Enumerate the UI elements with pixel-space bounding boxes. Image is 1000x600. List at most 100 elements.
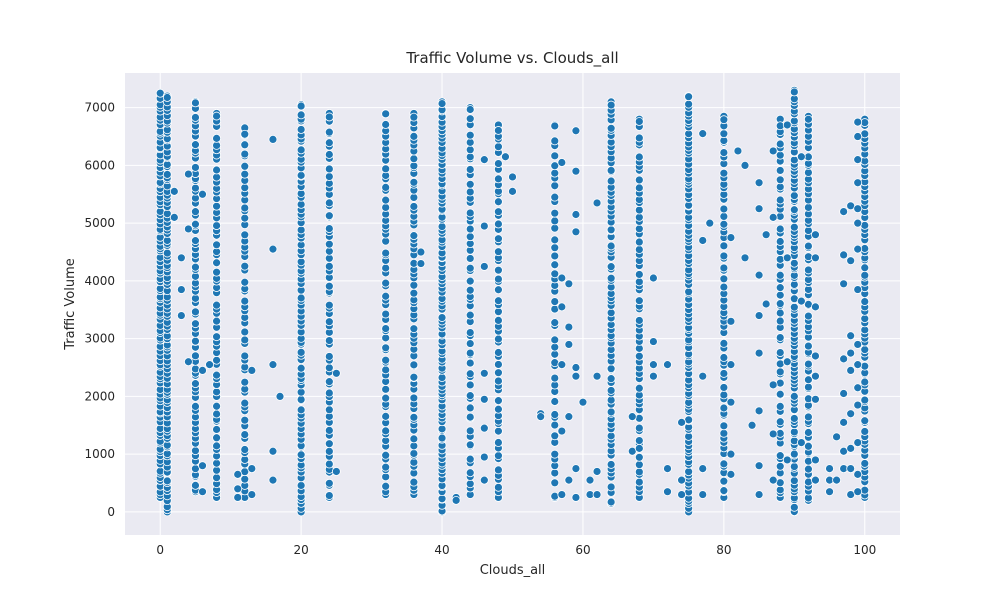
data-point xyxy=(268,446,278,456)
data-point xyxy=(860,270,870,280)
data-point xyxy=(212,316,221,326)
data-point xyxy=(557,490,567,499)
data-point xyxy=(860,377,870,387)
data-point xyxy=(804,428,813,437)
data-point xyxy=(437,99,447,108)
data-point xyxy=(789,222,799,232)
y-axis-title: Traffic Volume xyxy=(63,258,78,351)
data-point xyxy=(853,340,863,349)
data-point xyxy=(634,224,644,234)
x-tick-labels: 0 20 40 60 80 100 xyxy=(156,543,876,557)
data-point xyxy=(212,111,221,121)
data-point xyxy=(409,372,419,382)
data-point xyxy=(465,285,475,295)
data-point xyxy=(571,210,581,219)
data-point xyxy=(465,179,475,189)
data-point xyxy=(176,311,186,320)
data-point xyxy=(789,191,799,201)
data-point xyxy=(634,237,644,247)
data-point xyxy=(233,493,243,502)
data-point xyxy=(324,198,334,208)
data-point xyxy=(494,174,503,184)
data-point xyxy=(324,363,334,373)
data-point xyxy=(550,223,560,233)
data-point xyxy=(409,154,419,164)
data-point xyxy=(324,352,334,361)
data-point xyxy=(634,277,644,287)
data-point xyxy=(571,371,581,381)
y-tick-label: 7000 xyxy=(84,101,115,115)
data-point xyxy=(853,400,863,410)
data-point xyxy=(162,93,172,102)
data-point xyxy=(479,452,489,462)
data-point xyxy=(465,479,475,489)
data-point xyxy=(465,130,475,140)
data-point xyxy=(606,262,616,272)
data-point xyxy=(268,135,278,144)
data-point xyxy=(592,467,602,476)
data-point xyxy=(775,299,785,309)
data-point xyxy=(240,140,250,150)
data-point xyxy=(437,313,447,322)
data-point xyxy=(726,316,736,326)
data-point xyxy=(324,224,334,234)
data-point xyxy=(494,207,503,217)
data-point xyxy=(804,265,813,275)
data-point xyxy=(240,161,250,171)
data-point xyxy=(331,467,341,476)
data-point xyxy=(381,248,391,258)
data-point xyxy=(465,224,475,234)
data-point xyxy=(698,464,708,473)
data-point xyxy=(465,254,475,263)
data-point xyxy=(775,139,785,149)
data-point xyxy=(494,348,503,357)
data-point xyxy=(198,189,207,199)
data-point xyxy=(726,360,736,370)
data-point xyxy=(465,403,475,413)
data-point xyxy=(740,253,750,263)
data-point xyxy=(768,146,778,156)
data-point xyxy=(184,169,193,179)
data-point xyxy=(719,129,729,139)
data-point xyxy=(719,148,729,157)
x-tick-label: 0 xyxy=(156,543,164,557)
data-point xyxy=(634,436,644,445)
data-point xyxy=(296,347,306,357)
data-point xyxy=(606,374,616,384)
data-point xyxy=(296,387,306,397)
data-point xyxy=(663,464,672,473)
data-point xyxy=(789,462,799,471)
data-point xyxy=(451,495,461,505)
data-point xyxy=(832,475,841,485)
data-point xyxy=(191,98,200,108)
data-point xyxy=(550,297,560,307)
data-point xyxy=(162,170,172,179)
data-point xyxy=(719,428,729,438)
data-point xyxy=(775,308,785,318)
data-point xyxy=(296,395,306,404)
data-point xyxy=(698,490,708,499)
data-point xyxy=(846,256,856,266)
data-point xyxy=(240,230,250,240)
data-point xyxy=(846,443,856,453)
x-tick-label: 100 xyxy=(853,543,876,557)
data-point xyxy=(184,357,193,367)
data-point xyxy=(550,342,560,352)
x-tick-label: 60 xyxy=(575,543,590,557)
data-point xyxy=(768,475,778,485)
data-point xyxy=(677,475,686,485)
data-point xyxy=(550,449,560,459)
data-point xyxy=(268,244,278,254)
data-point xyxy=(191,364,200,374)
data-point xyxy=(296,101,306,111)
data-point xyxy=(634,383,644,393)
data-point xyxy=(606,407,616,417)
data-point xyxy=(494,465,503,475)
data-point xyxy=(564,340,574,349)
data-point xyxy=(789,258,799,268)
data-point xyxy=(324,300,334,310)
data-point xyxy=(634,183,644,193)
data-point xyxy=(754,311,764,320)
data-points xyxy=(155,85,870,517)
data-point xyxy=(775,290,785,300)
